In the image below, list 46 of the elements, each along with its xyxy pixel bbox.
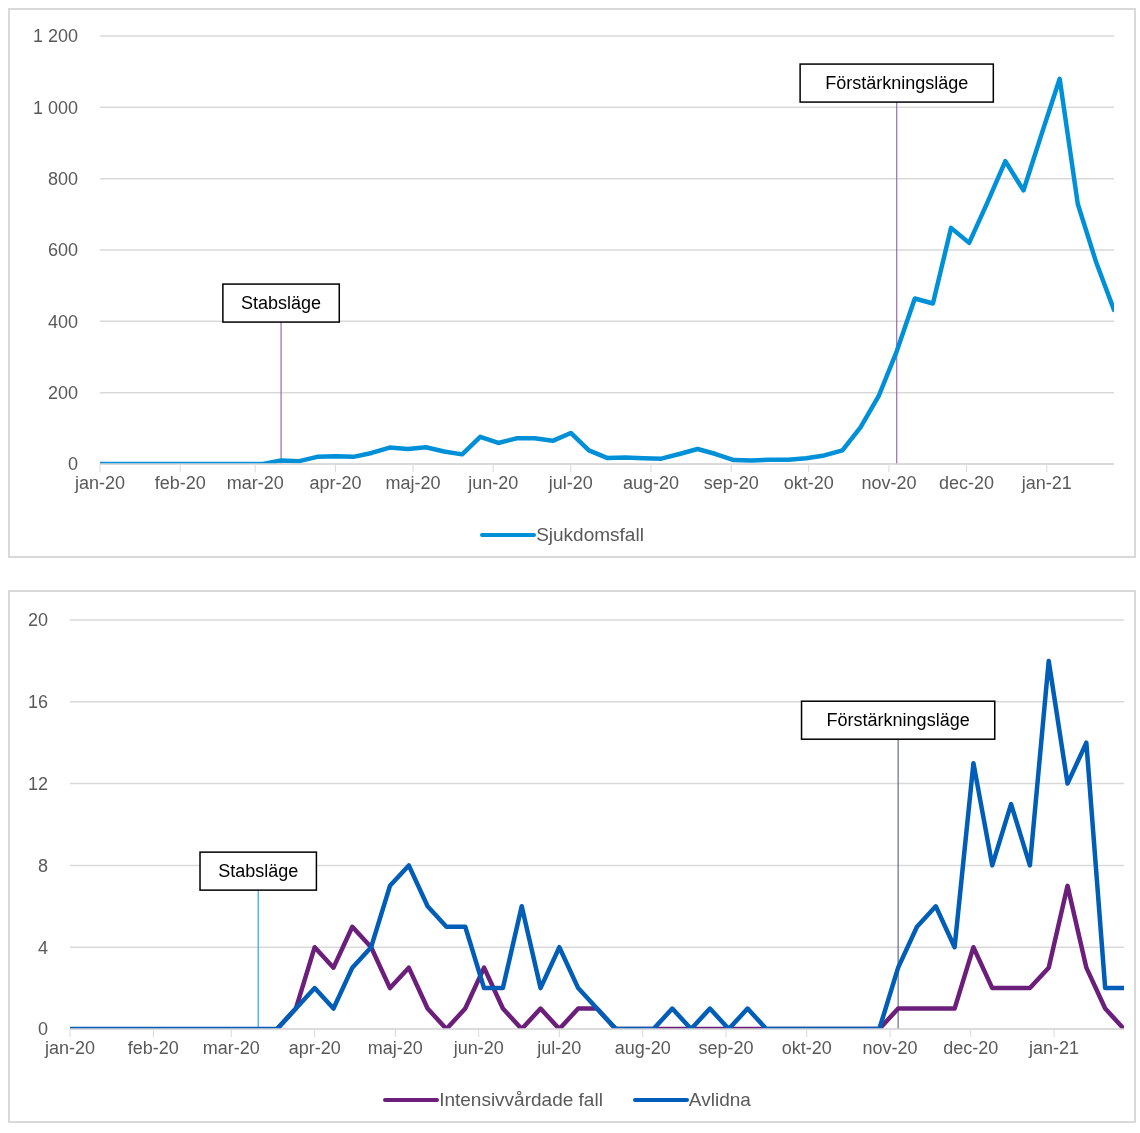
x-tick-label: jan-20: [73, 472, 126, 493]
y-tick-label: 800: [47, 169, 78, 190]
x-tick-label: nov-20: [862, 1037, 918, 1058]
x-tick-label: apr-20: [288, 1037, 341, 1058]
ref-line-label: Förstärkningsläge: [826, 710, 970, 731]
x-tick-label: jan-21: [1028, 1037, 1080, 1058]
x-tick-label: dec-20: [943, 1037, 999, 1058]
y-tick-label: 4: [37, 937, 48, 958]
ref-line-label: Stabsläge: [241, 293, 322, 314]
x-tick-label: mar-20: [202, 1037, 260, 1058]
x-tick-label: mar-20: [226, 472, 284, 493]
ref-line-label: Förstärkningsläge: [825, 73, 969, 94]
y-tick-label: 16: [27, 692, 48, 713]
y-tick-label: 0: [67, 454, 78, 475]
x-tick-label: jun-20: [467, 472, 519, 493]
y-tick-label: 12: [27, 773, 48, 794]
y-tick-label: 200: [47, 383, 78, 404]
x-tick-label: sep-20: [698, 1037, 754, 1058]
x-tick-label: feb-20: [154, 472, 206, 493]
x-tick-label: apr-20: [309, 472, 362, 493]
x-tick-label: feb-20: [127, 1037, 179, 1058]
x-tick-label: maj-20: [385, 472, 441, 493]
y-tick-label: 400: [47, 311, 78, 332]
x-tick-label: okt-20: [781, 1037, 832, 1058]
legend-label: Intensivvårdade fall: [439, 1089, 603, 1111]
x-tick-label: sep-20: [703, 472, 759, 493]
x-tick-label: jan-20: [43, 1037, 96, 1058]
x-tick-label: dec-20: [939, 472, 995, 493]
ref-line-label: Stabsläge: [218, 861, 299, 882]
x-tick-label: aug-20: [614, 1037, 671, 1058]
x-tick-label: jul-20: [547, 472, 593, 493]
y-tick-label: 20: [27, 610, 48, 631]
x-tick-label: nov-20: [861, 472, 917, 493]
x-tick-label: jun-20: [452, 1037, 504, 1058]
x-tick-label: jan-21: [1020, 472, 1072, 493]
y-tick-label: 1 000: [32, 97, 78, 118]
x-tick-label: aug-20: [622, 472, 680, 493]
y-tick-label: 0: [37, 1019, 48, 1040]
y-tick-label: 1 200: [32, 26, 78, 47]
legend-label: Avlidna: [688, 1089, 751, 1111]
x-tick-label: maj-20: [367, 1037, 423, 1058]
legend-label: Sjukdomsfall: [536, 524, 644, 546]
x-tick-label: jul-20: [536, 1037, 582, 1058]
x-tick-label: okt-20: [783, 472, 834, 493]
y-tick-label: 600: [47, 240, 78, 261]
y-tick-label: 8: [37, 855, 48, 876]
